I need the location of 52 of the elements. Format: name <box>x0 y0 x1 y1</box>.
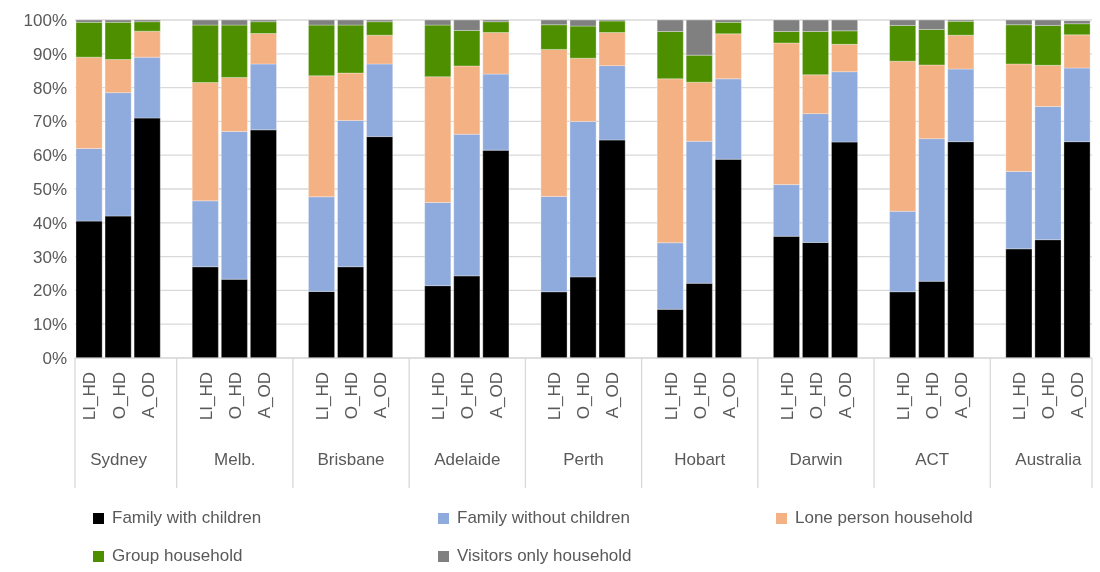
legend-label: Lone person household <box>795 508 973 528</box>
x-tick-label: A_OD <box>952 372 972 419</box>
text: ACT <box>914 450 951 470</box>
text: Hobart <box>673 450 727 470</box>
x-tick-label: LI_HD <box>1010 372 1030 421</box>
legend-label: Group household <box>112 546 243 566</box>
text: Brisbane <box>316 450 386 470</box>
x-tick-label: O_HD <box>806 372 826 420</box>
legend-label: Family with children <box>112 508 262 528</box>
x-tick-label: A_OD <box>835 372 855 419</box>
x-tick-label: O_HD <box>690 372 710 420</box>
x-tick-label: LI_HD <box>196 372 216 421</box>
x-tick-label: LI_HD <box>777 372 797 421</box>
legend-label: Family without children <box>457 508 630 528</box>
text: Darwin <box>788 450 844 470</box>
x-tick-label: LI_HD <box>661 372 681 421</box>
x-tick-label: O_HD <box>458 372 478 420</box>
x-tick-label: O_HD <box>1039 372 1059 420</box>
y-tick-label: 100% <box>23 11 67 31</box>
y-tick-label: 20% <box>32 281 67 301</box>
x-tick-label: A_OD <box>487 372 507 419</box>
text: Australia <box>1014 450 1083 470</box>
y-tick-label: 30% <box>32 247 67 267</box>
y-tick-label: 60% <box>32 146 67 166</box>
x-tick-label: LI_HD <box>80 372 100 421</box>
x-tick-label: A_OD <box>1068 372 1088 419</box>
y-tick-label: 10% <box>32 315 67 335</box>
y-tick-label: 80% <box>32 78 67 98</box>
legend-label: Visitors only household <box>457 546 632 566</box>
text: Adelaide <box>433 450 502 470</box>
y-tick-label: 50% <box>32 180 67 200</box>
y-tick-label: 0% <box>42 349 67 369</box>
x-tick-label: LI_HD <box>429 372 449 421</box>
x-tick-label: LI_HD <box>312 372 332 421</box>
y-tick-label: 90% <box>32 44 67 64</box>
x-tick-label: LI_HD <box>545 372 565 421</box>
x-tick-label: LI_HD <box>894 372 914 421</box>
text: Perth <box>562 450 605 470</box>
x-tick-label: O_HD <box>225 372 245 420</box>
x-tick-label: A_OD <box>254 372 274 419</box>
x-tick-label: O_HD <box>923 372 943 420</box>
x-tick-label: O_HD <box>574 372 594 420</box>
x-tick-label: A_OD <box>603 372 623 419</box>
text: Sydney <box>89 450 148 470</box>
x-tick-label: A_OD <box>138 372 158 419</box>
x-tick-label: A_OD <box>371 372 391 419</box>
y-tick-label: 40% <box>32 213 67 233</box>
y-tick-label: 70% <box>32 112 67 132</box>
text: Melb. <box>213 450 257 470</box>
x-tick-label: O_HD <box>109 372 129 420</box>
x-tick-label: O_HD <box>341 372 361 420</box>
x-tick-label: A_OD <box>719 372 739 419</box>
